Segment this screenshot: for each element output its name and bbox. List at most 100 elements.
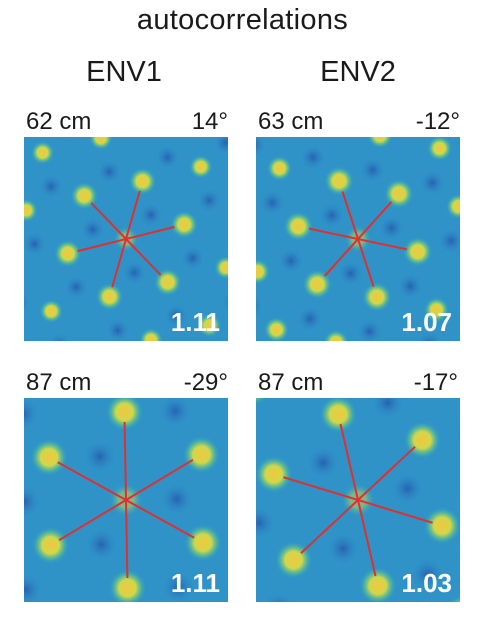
trough xyxy=(24,231,48,257)
trough xyxy=(63,274,89,300)
trough xyxy=(158,398,193,429)
correlation-peak xyxy=(319,398,358,434)
trough xyxy=(454,416,460,441)
trough xyxy=(154,144,181,170)
autocorrelation-heatmap xyxy=(24,398,228,602)
trough xyxy=(24,484,42,519)
trough xyxy=(277,247,305,275)
correlation-peak xyxy=(256,455,293,494)
grid-axis-line xyxy=(341,191,375,287)
correlation-peak xyxy=(89,137,113,151)
correlation-peak xyxy=(256,258,271,285)
correlation-peak xyxy=(31,526,70,565)
autocorrelation-heatmap xyxy=(24,137,228,341)
grid-axis-line xyxy=(123,421,129,579)
correlation-peak xyxy=(184,523,222,562)
trough xyxy=(163,303,189,329)
figure-title: autocorrelations xyxy=(136,4,349,36)
correlation-peak xyxy=(423,296,450,323)
correlation-peak xyxy=(197,313,222,338)
correlation-peak xyxy=(266,155,293,182)
autocorrelation-map: 1.03 xyxy=(256,398,460,602)
correlation-peak xyxy=(358,566,397,602)
correlation-peak xyxy=(39,299,64,324)
trough xyxy=(437,227,460,255)
correlation-peak xyxy=(170,210,199,239)
correlation-peak xyxy=(323,329,349,341)
trough xyxy=(96,159,122,185)
trough xyxy=(296,305,324,333)
trough xyxy=(410,557,445,592)
trough xyxy=(306,445,341,480)
trough xyxy=(180,245,206,271)
orientation-label: -17° xyxy=(413,369,458,396)
trough xyxy=(299,143,327,171)
autocorrelation-map: 1.07 xyxy=(256,137,460,341)
correlation-peak xyxy=(108,569,147,602)
column-header-env2: ENV2 xyxy=(320,56,396,88)
autocorrelation-heatmap xyxy=(256,398,460,602)
correlation-peak xyxy=(30,438,68,477)
trough xyxy=(221,290,228,313)
trough xyxy=(416,330,443,341)
correlation-peak xyxy=(367,137,393,149)
correlation-peak xyxy=(24,198,38,223)
correlation-peak xyxy=(70,181,99,210)
correlation-peak xyxy=(188,154,213,179)
correlation-peak xyxy=(95,282,124,311)
trough xyxy=(24,572,43,602)
grid-axis-line xyxy=(339,423,377,577)
trough xyxy=(196,187,222,213)
trough xyxy=(159,482,194,517)
trough xyxy=(326,531,361,566)
trough xyxy=(84,527,119,562)
spacing-label: 87 cm xyxy=(26,369,92,396)
correlation-peak xyxy=(263,316,290,341)
correlation-peak xyxy=(423,506,460,545)
trough xyxy=(370,398,405,420)
orientation-label: -29° xyxy=(183,369,228,396)
orientation-label: -12° xyxy=(415,108,460,135)
trough xyxy=(213,137,228,156)
spacing-label: 62 cm xyxy=(26,108,92,135)
trough xyxy=(359,156,387,184)
autocorrelation-heatmap xyxy=(256,137,460,341)
correlation-peak xyxy=(53,239,82,268)
autocorrelation-map: 1.11 xyxy=(24,137,228,341)
trough xyxy=(407,137,420,139)
trough xyxy=(121,260,147,286)
trough xyxy=(256,505,277,540)
trough xyxy=(24,290,31,313)
column-header-env1: ENV1 xyxy=(86,56,162,88)
trough xyxy=(38,173,64,199)
trough xyxy=(58,137,77,142)
correlation-peak xyxy=(256,398,267,405)
trough xyxy=(337,259,365,287)
correlation-peak xyxy=(426,137,453,162)
gridness-score: 1.11 xyxy=(170,307,220,337)
correlation-peak xyxy=(449,595,460,602)
grid-axis-line xyxy=(90,202,162,276)
correlation-peak xyxy=(182,435,221,474)
trough xyxy=(256,137,267,158)
gridness-score: 1.07 xyxy=(401,307,452,337)
correlation-peak xyxy=(283,211,314,242)
correlation-peak xyxy=(324,166,355,196)
trough xyxy=(396,272,424,300)
trough xyxy=(258,189,286,217)
autocorrelation-map: 1.11 xyxy=(24,398,228,602)
gridness-score: 1.11 xyxy=(170,568,220,598)
trough xyxy=(378,214,405,242)
correlation-peak xyxy=(30,140,55,165)
spacing-label: 87 cm xyxy=(258,369,324,396)
trough xyxy=(418,169,446,197)
trough xyxy=(161,570,196,602)
spacing-label: 63 cm xyxy=(258,108,324,135)
gridness-score: 1.03 xyxy=(401,568,452,598)
trough xyxy=(256,293,264,319)
trough xyxy=(138,202,164,228)
correlation-peak xyxy=(383,178,414,209)
trough xyxy=(318,201,346,229)
correlation-peak xyxy=(105,398,144,431)
trough xyxy=(356,318,383,341)
